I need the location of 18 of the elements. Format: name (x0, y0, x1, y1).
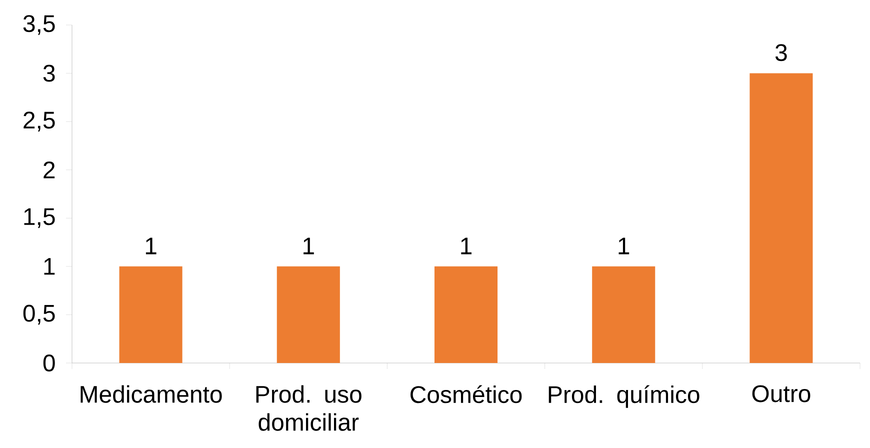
y-tick-label: 2,5 (24, 112, 55, 132)
data-label: 1 (146, 238, 156, 254)
data-label: 3 (775, 44, 787, 62)
y-tick-label: 3 (43, 64, 55, 82)
y-tick-label: 0 (43, 354, 55, 372)
data-label: 1 (304, 238, 314, 254)
x-tick-label: Prod. uso domiciliar (256, 385, 362, 431)
y-tick-label: 1 (44, 258, 55, 275)
data-label: 1 (461, 238, 472, 254)
y-tick-label: 3,5 (23, 15, 55, 35)
y-tick-label: 0,5 (23, 304, 55, 325)
x-tick-label: Outro (752, 385, 810, 402)
y-tick-label: 1,5 (24, 208, 55, 228)
x-tick-label: Medicamento (80, 385, 222, 403)
data-label: 1 (618, 238, 630, 254)
x-tick-label: Prod. químico (548, 385, 700, 408)
y-tick-label: 2 (44, 161, 55, 178)
x-tick-label: Cosmético (410, 385, 522, 404)
